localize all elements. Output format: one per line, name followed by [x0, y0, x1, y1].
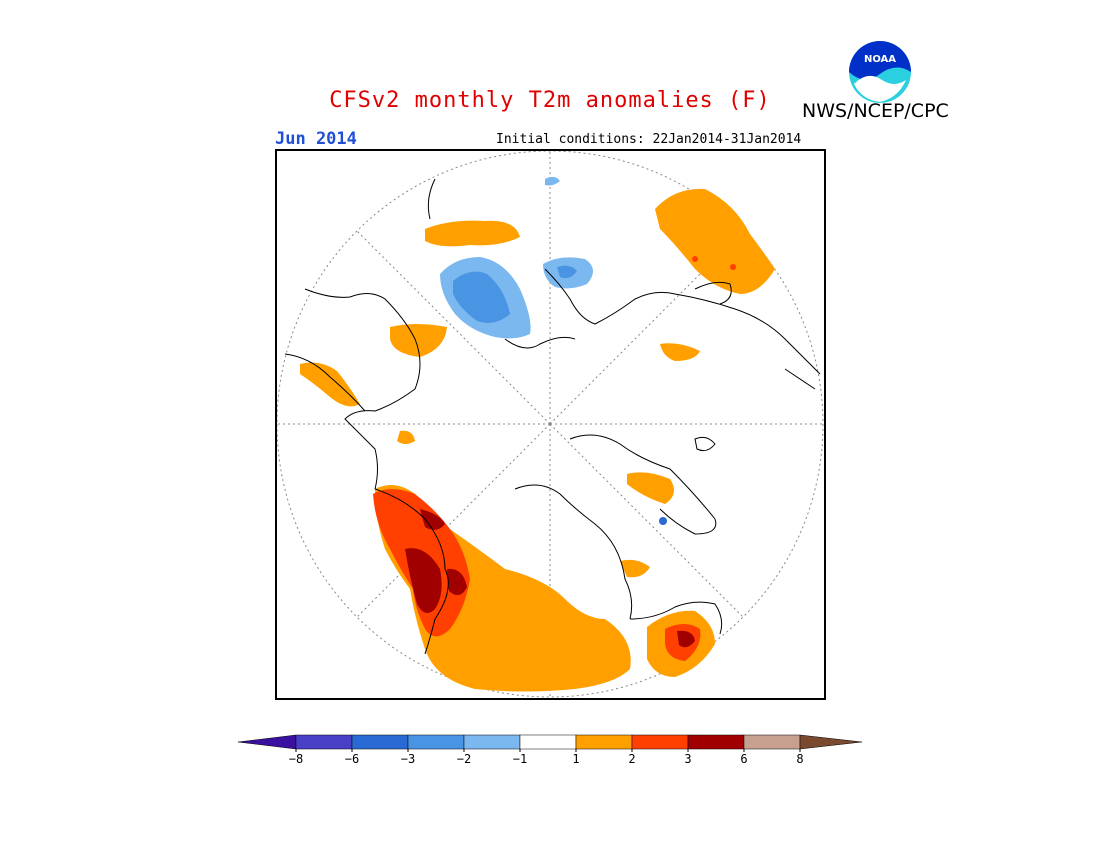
- north-america-hot-3: [447, 568, 467, 596]
- coastlines: [284, 178, 821, 655]
- colorbar-arrow-left: [238, 734, 297, 750]
- colorbar-tick-label: −3: [401, 752, 415, 766]
- agency-label: NWS/NCEP/CPC: [802, 100, 949, 122]
- colorbar-swatch: [687, 734, 745, 750]
- month-label: Jun 2014: [275, 129, 357, 149]
- polar-map: [275, 149, 826, 700]
- colorbar-tick-label: 1: [572, 752, 579, 766]
- warm-anomaly-regions: [300, 188, 775, 692]
- colorbar-tick-label: −2: [457, 752, 471, 766]
- colorbar-swatch: [575, 734, 633, 750]
- atlantic-hot-core: [677, 630, 695, 648]
- siberia-warm: [655, 188, 775, 294]
- colorbar-tick-label: −6: [345, 752, 359, 766]
- colorbar-tick-label: 8: [796, 752, 803, 766]
- colorbar-swatch: [743, 734, 801, 750]
- noaa-logo: NOAA: [849, 41, 911, 103]
- colorbar-swatch: [295, 734, 353, 750]
- colorbar-tick-label: −1: [513, 752, 527, 766]
- map-frame: [275, 149, 826, 700]
- colorbar-legend: −8 −6 −3 −2 −1 1 2 3 6 8: [238, 734, 862, 766]
- colorbar-arrow-right: [799, 734, 862, 750]
- colorbar-tick-label: −8: [289, 752, 303, 766]
- colorbar-swatch: [463, 734, 521, 750]
- meridian-lines: [277, 151, 823, 697]
- north-america-hot-2: [405, 548, 442, 613]
- chart-title: CFSv2 monthly T2m anomalies (F): [329, 88, 771, 113]
- noaa-logo-text: NOAA: [864, 54, 896, 65]
- colorbar-swatch: [407, 734, 465, 750]
- colorbar-swatch: [631, 734, 689, 750]
- colorbar-tick-label: 6: [740, 752, 747, 766]
- colorbar-tick-label: 3: [684, 752, 691, 766]
- colorbar-swatch: [519, 734, 577, 750]
- north-america-hot-1: [420, 509, 445, 530]
- kamchatka-cool-core: [453, 271, 510, 323]
- colorbar-tick-label: 2: [628, 752, 635, 766]
- initial-conditions-label: Initial conditions: 22Jan2014-31Jan2014: [496, 132, 802, 147]
- colorbar-swatch: [351, 734, 409, 750]
